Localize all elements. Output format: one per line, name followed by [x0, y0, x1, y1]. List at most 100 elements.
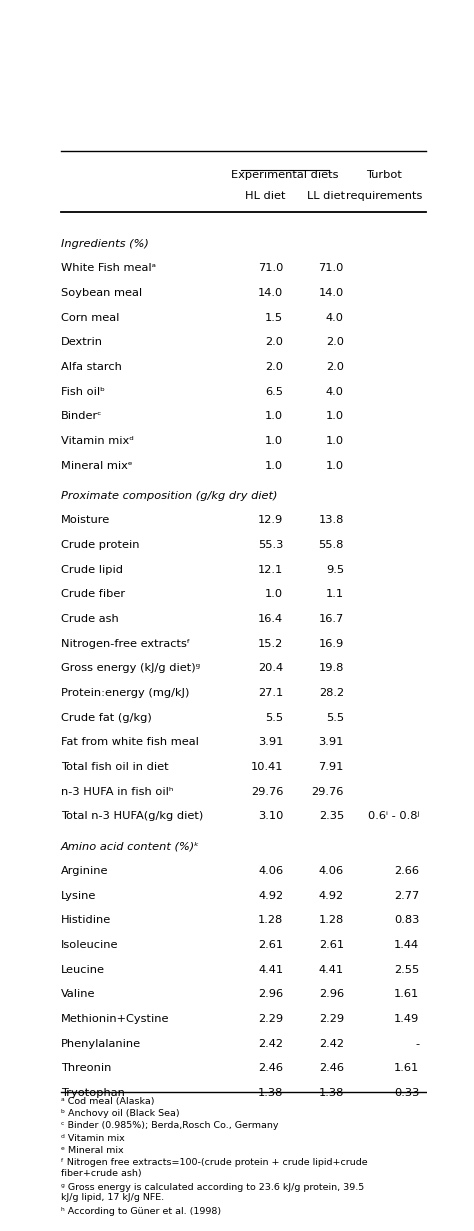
- Text: 1.38: 1.38: [319, 1088, 344, 1098]
- Text: Vitamin mixᵈ: Vitamin mixᵈ: [61, 436, 134, 446]
- Text: 3.10: 3.10: [258, 811, 283, 821]
- Text: Dextrin: Dextrin: [61, 337, 103, 347]
- Text: ᵇ Anchovy oil (Black Sea): ᵇ Anchovy oil (Black Sea): [61, 1109, 180, 1118]
- Text: 1.38: 1.38: [258, 1088, 283, 1098]
- Text: Fish oilᵇ: Fish oilᵇ: [61, 387, 105, 396]
- Text: LL diet: LL diet: [307, 191, 345, 202]
- Text: 2.42: 2.42: [258, 1039, 283, 1049]
- Text: Protein:energy (mg/kJ): Protein:energy (mg/kJ): [61, 688, 190, 698]
- Text: 2.61: 2.61: [258, 940, 283, 950]
- Text: Gross energy (kJ/g diet)ᵍ: Gross energy (kJ/g diet)ᵍ: [61, 664, 201, 673]
- Text: HL diet: HL diet: [245, 191, 285, 202]
- Text: Fat from white fish meal: Fat from white fish meal: [61, 737, 199, 747]
- Text: 1.0: 1.0: [326, 436, 344, 446]
- Text: 2.46: 2.46: [319, 1064, 344, 1073]
- Text: Phenylalanine: Phenylalanine: [61, 1039, 141, 1049]
- Text: 16.7: 16.7: [319, 614, 344, 624]
- Text: Amino acid content (%)ᵏ: Amino acid content (%)ᵏ: [61, 842, 200, 852]
- Text: 2.42: 2.42: [319, 1039, 344, 1049]
- Text: 4.06: 4.06: [258, 867, 283, 876]
- Text: Mineral mixᵉ: Mineral mixᵉ: [61, 460, 133, 470]
- Text: Isoleucine: Isoleucine: [61, 940, 118, 950]
- Text: 2.66: 2.66: [394, 867, 419, 876]
- Text: 1.49: 1.49: [394, 1014, 419, 1024]
- Text: 71.0: 71.0: [258, 263, 283, 273]
- Text: 4.41: 4.41: [319, 965, 344, 975]
- Text: 14.0: 14.0: [319, 288, 344, 298]
- Text: 28.2: 28.2: [319, 688, 344, 698]
- Text: 0.83: 0.83: [394, 916, 419, 926]
- Text: requirements: requirements: [346, 191, 422, 202]
- Text: 0.33: 0.33: [394, 1088, 419, 1098]
- Text: 4.92: 4.92: [319, 891, 344, 901]
- Text: 1.61: 1.61: [394, 1064, 419, 1073]
- Text: 2.35: 2.35: [319, 811, 344, 821]
- Text: Turbot: Turbot: [366, 170, 402, 180]
- Text: 1.0: 1.0: [326, 411, 344, 421]
- Text: Leucine: Leucine: [61, 965, 105, 975]
- Text: Arginine: Arginine: [61, 867, 109, 876]
- Text: Alfa starch: Alfa starch: [61, 362, 122, 372]
- Text: Proximate composition (g/kg dry diet): Proximate composition (g/kg dry diet): [61, 491, 278, 501]
- Text: ᵍ Gross energy is calculated according to 23.6 kJ/g protein, 39.5
kJ/g lipid, 17: ᵍ Gross energy is calculated according t…: [61, 1183, 365, 1203]
- Text: 9.5: 9.5: [326, 565, 344, 575]
- Text: 2.77: 2.77: [394, 891, 419, 901]
- Text: 1.0: 1.0: [265, 436, 283, 446]
- Text: 2.29: 2.29: [258, 1014, 283, 1024]
- Text: Total n-3 HUFA(g/kg diet): Total n-3 HUFA(g/kg diet): [61, 811, 203, 821]
- Text: 2.61: 2.61: [319, 940, 344, 950]
- Text: Nitrogen-free extractsᶠ: Nitrogen-free extractsᶠ: [61, 639, 191, 649]
- Text: 4.0: 4.0: [326, 387, 344, 396]
- Text: 4.92: 4.92: [258, 891, 283, 901]
- Text: 0.6ⁱ - 0.8ʲ: 0.6ⁱ - 0.8ʲ: [368, 811, 419, 821]
- Text: 2.46: 2.46: [258, 1064, 283, 1073]
- Text: Crude lipid: Crude lipid: [61, 565, 123, 575]
- Text: ᵈ Vitamin mix: ᵈ Vitamin mix: [61, 1134, 125, 1142]
- Text: Crude fiber: Crude fiber: [61, 590, 125, 599]
- Text: 2.0: 2.0: [265, 337, 283, 347]
- Text: ʰ According to Güner et al. (1998): ʰ According to Güner et al. (1998): [61, 1208, 221, 1216]
- Text: 1.0: 1.0: [265, 590, 283, 599]
- Text: 12.9: 12.9: [258, 516, 283, 526]
- Text: 5.5: 5.5: [326, 713, 344, 723]
- Text: Threonin: Threonin: [61, 1064, 111, 1073]
- Text: 20.4: 20.4: [258, 664, 283, 673]
- Text: 2.96: 2.96: [258, 990, 283, 1000]
- Text: Binderᶜ: Binderᶜ: [61, 411, 102, 421]
- Text: 10.41: 10.41: [251, 762, 283, 772]
- Text: 1.61: 1.61: [394, 990, 419, 1000]
- Text: 1.1: 1.1: [326, 590, 344, 599]
- Text: Crude protein: Crude protein: [61, 540, 139, 550]
- Text: 55.3: 55.3: [258, 540, 283, 550]
- Text: 1.0: 1.0: [265, 411, 283, 421]
- Text: 2.29: 2.29: [319, 1014, 344, 1024]
- Text: -: -: [415, 1039, 419, 1049]
- Text: 15.2: 15.2: [258, 639, 283, 649]
- Text: Lysine: Lysine: [61, 891, 97, 901]
- Text: 1.44: 1.44: [394, 940, 419, 950]
- Text: 12.1: 12.1: [258, 565, 283, 575]
- Text: Crude fat (g/kg): Crude fat (g/kg): [61, 713, 152, 723]
- Text: White Fish mealᵃ: White Fish mealᵃ: [61, 263, 156, 273]
- Text: 27.1: 27.1: [258, 688, 283, 698]
- Text: 2.0: 2.0: [326, 337, 344, 347]
- Text: 29.76: 29.76: [251, 787, 283, 796]
- Text: Tryotophan: Tryotophan: [61, 1088, 125, 1098]
- Text: ᶠ Nitrogen free extracts=100-(crude protein + crude lipid+crude
fiber+crude ash): ᶠ Nitrogen free extracts=100-(crude prot…: [61, 1158, 368, 1178]
- Text: 1.0: 1.0: [326, 460, 344, 470]
- Text: 6.5: 6.5: [265, 387, 283, 396]
- Text: 4.0: 4.0: [326, 313, 344, 323]
- Text: 1.28: 1.28: [319, 916, 344, 926]
- Text: 2.0: 2.0: [326, 362, 344, 372]
- Text: 2.96: 2.96: [319, 990, 344, 1000]
- Text: Ingredients (%): Ingredients (%): [61, 239, 149, 249]
- Text: 14.0: 14.0: [258, 288, 283, 298]
- Text: 13.8: 13.8: [319, 516, 344, 526]
- Text: 2.55: 2.55: [394, 965, 419, 975]
- Text: ᵃ Cod meal (Alaska): ᵃ Cod meal (Alaska): [61, 1097, 155, 1105]
- Text: 3.91: 3.91: [319, 737, 344, 747]
- Text: 16.4: 16.4: [258, 614, 283, 624]
- Text: Moisture: Moisture: [61, 516, 110, 526]
- Text: Methionin+Cystine: Methionin+Cystine: [61, 1014, 170, 1024]
- Text: Total fish oil in diet: Total fish oil in diet: [61, 762, 169, 772]
